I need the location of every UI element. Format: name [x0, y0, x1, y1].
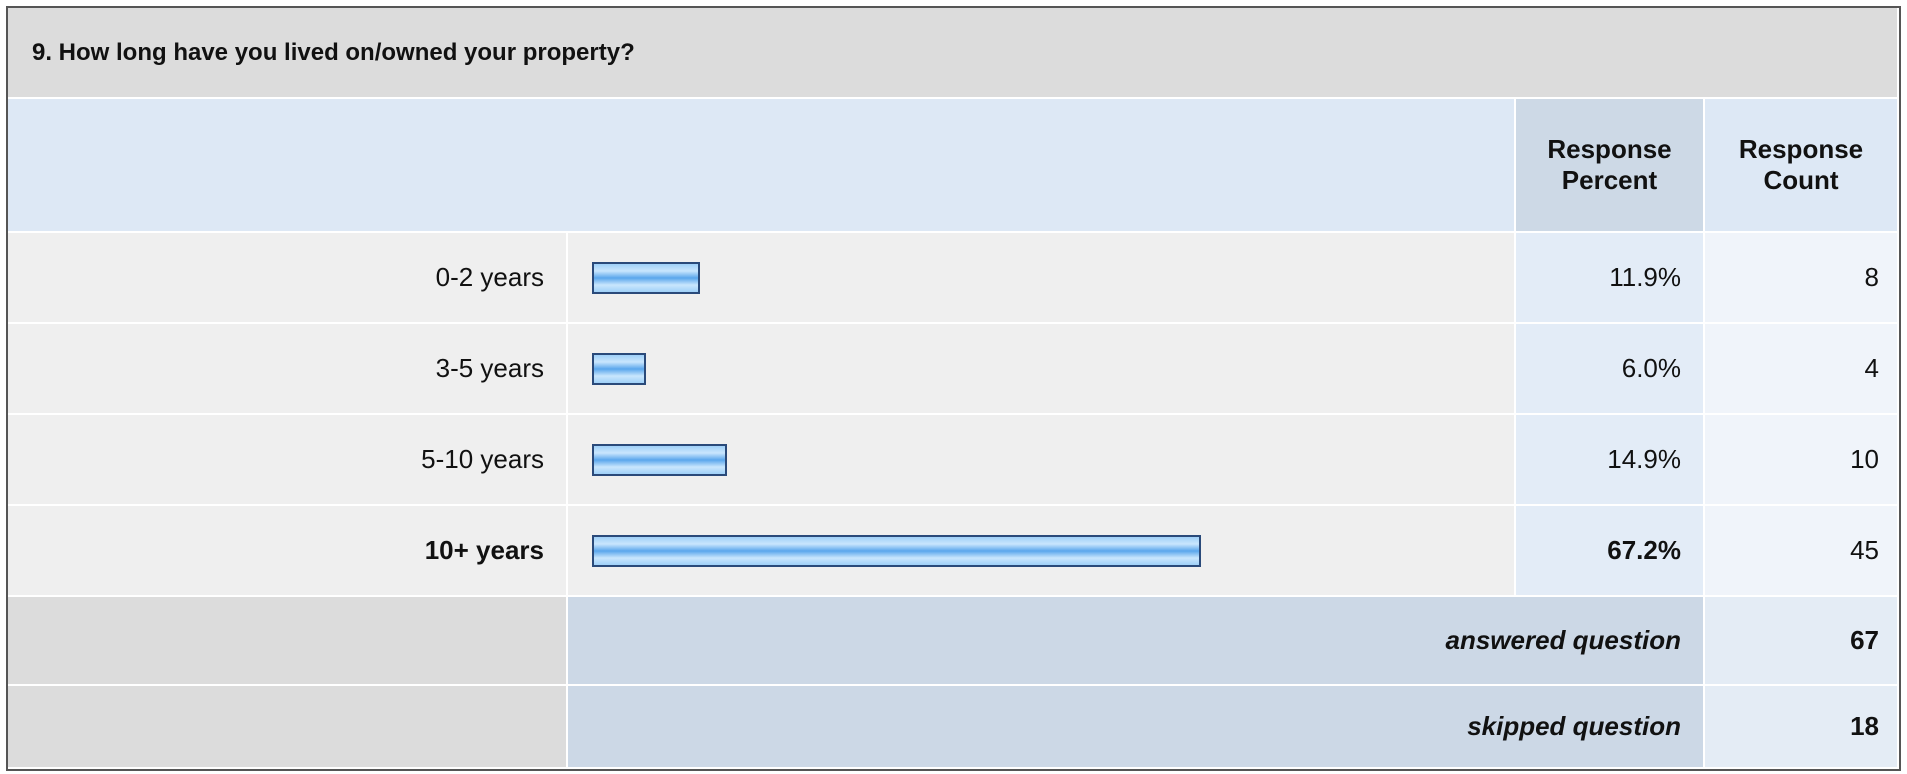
- footer-count: 18: [1705, 686, 1899, 769]
- footer-blank: [8, 686, 568, 769]
- footer-label: skipped question: [568, 686, 1705, 769]
- bar: [592, 443, 727, 476]
- row-label: 5-10 years: [8, 415, 568, 506]
- count-cell: 10: [1705, 415, 1899, 506]
- bar: [592, 534, 1201, 567]
- header-blank: [8, 99, 1516, 233]
- percent-header: Response Percent: [1516, 99, 1705, 233]
- percent-cell: 67.2%: [1516, 506, 1705, 597]
- footer-label: answered question: [568, 597, 1705, 686]
- count-cell: 4: [1705, 324, 1899, 415]
- row-label: 0-2 years: [8, 233, 568, 324]
- footer-blank: [8, 597, 568, 686]
- count-cell: 8: [1705, 233, 1899, 324]
- count-cell: 45: [1705, 506, 1899, 597]
- question-title: 9. How long have you lived on/owned your…: [8, 8, 1899, 99]
- bar-cell: [568, 324, 1516, 415]
- percent-cell: 14.9%: [1516, 415, 1705, 506]
- footer-count: 67: [1705, 597, 1899, 686]
- row-label: 3-5 years: [8, 324, 568, 415]
- survey-table: 9. How long have you lived on/owned your…: [6, 6, 1901, 771]
- bar: [592, 352, 647, 385]
- percent-cell: 6.0%: [1516, 324, 1705, 415]
- count-header: Response Count: [1705, 99, 1899, 233]
- bar: [592, 261, 700, 294]
- bar-cell: [568, 233, 1516, 324]
- row-label: 10+ years: [8, 506, 568, 597]
- percent-cell: 11.9%: [1516, 233, 1705, 324]
